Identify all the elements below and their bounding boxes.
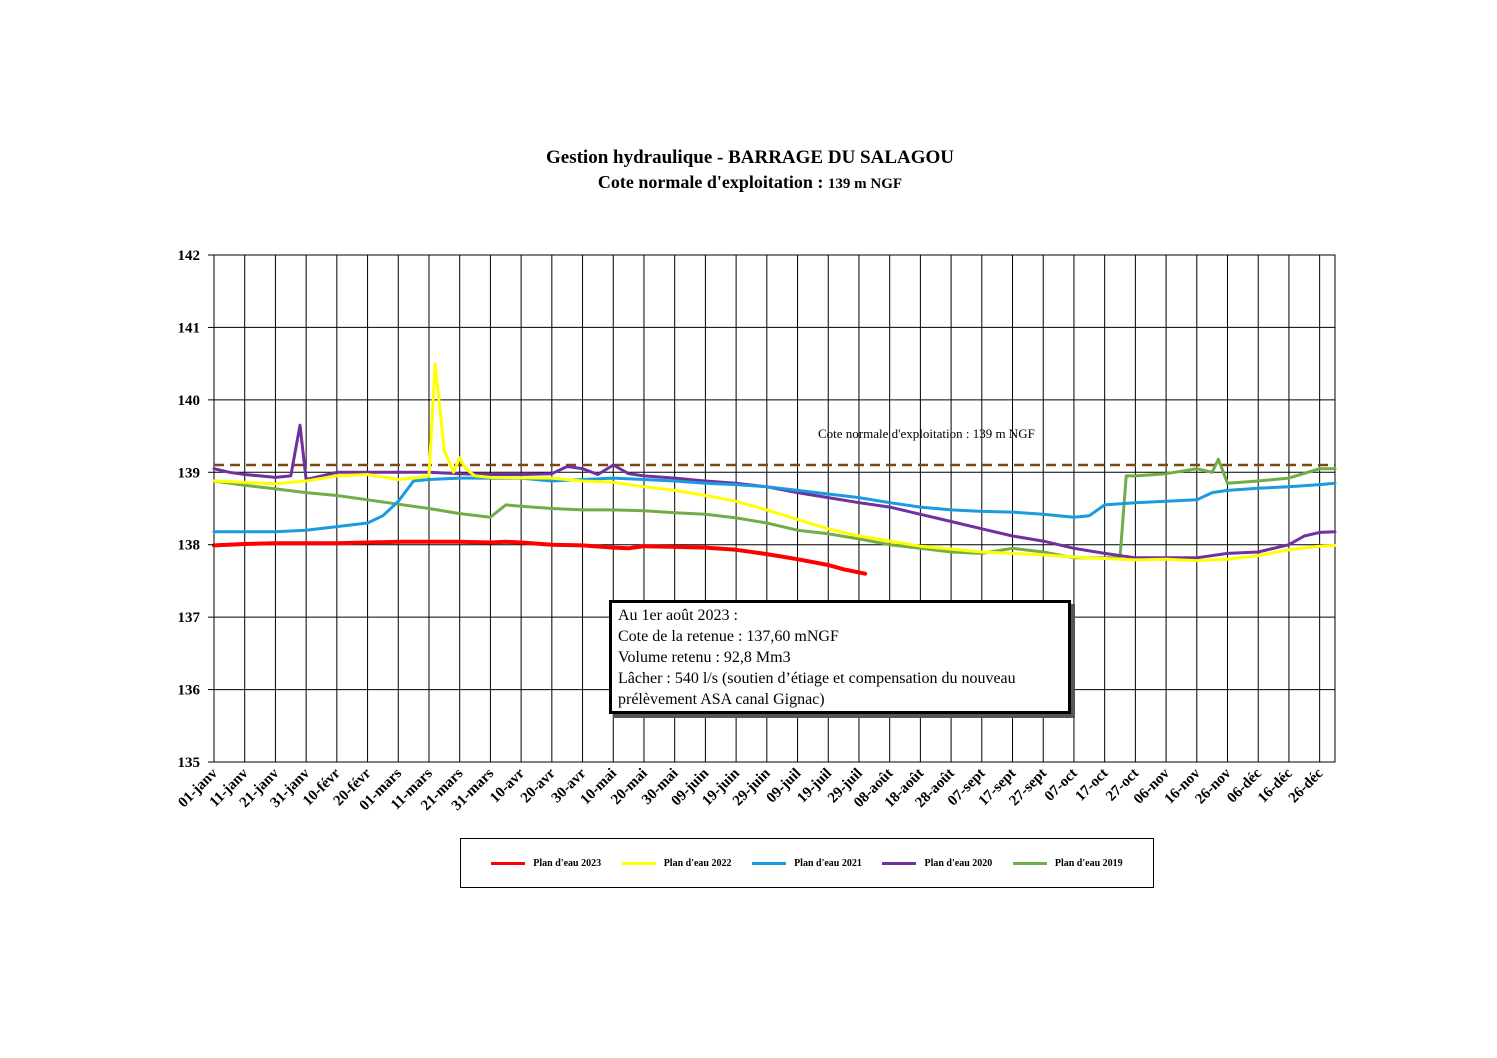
legend-item-2022: Plan d'eau 2022 [621,857,732,869]
x-tick-label: 26-nov [1192,765,1234,807]
chart-title-line2-small: 139 m NGF [827,176,903,192]
y-tick-label: 137 [178,610,201,626]
legend-swatch-2020 [882,861,917,865]
legend-swatch-2022 [621,861,656,865]
x-axis-ticks: 01-janv11-janv21-janv31-janv10-févr20-fé… [175,765,1326,814]
legend-label-2022: Plan d'eau 2022 [663,857,732,869]
y-tick-label: 135 [178,755,201,771]
legend: Plan d'eau 2023 Plan d'eau 2022 Plan d'e… [460,838,1154,888]
info-line-volume: Volume retenu : 92,8 Mm3 [618,649,791,666]
x-tick-label: 17-oct [1072,766,1111,805]
info-box: Au 1er août 2023 : Cote de la retenue : … [609,600,1071,714]
y-tick-label: 138 [178,538,201,554]
y-axis-ticks: 135 136 137 138 139 140 141 142 [178,248,214,771]
info-line-level: Cote de la retenue : 137,60 mNGF [618,628,839,645]
x-tick-label: 07-oct [1042,766,1081,805]
y-tick-label: 141 [178,320,201,336]
series-layer [212,362,1337,576]
legend-label-2023: Plan d'eau 2023 [533,857,602,869]
series-line-2022 [212,362,1337,563]
series-line-2021 [212,476,1337,534]
chart-title-line1: Gestion hydraulique - BARRAGE DU SALAGOU [545,147,955,168]
info-line-release-cont: prélèvement ASA canal Gignac) [618,691,825,708]
reference-line-label: Cote normale d'exploitation : 139 m NGF [818,426,1035,441]
horizontal-gridlines [214,326,1335,691]
plot-frame [213,254,1336,763]
legend-label-2020: Plan d'eau 2020 [924,857,993,869]
info-line-date: Au 1er août 2023 : [618,607,738,624]
y-tick-label: 139 [178,465,201,481]
series-line-2020 [212,423,1337,560]
legend-item-2020: Plan d'eau 2020 [882,858,992,869]
legend-swatch-2023 [491,861,526,865]
chart-title-line2-main: Cote normale d'exploitation : [597,172,824,192]
chart-title: Gestion hydraulique - BARRAGE DU SALAGOU… [300,146,1200,196]
legend-item-2019: Plan d'eau 2019 [1012,857,1123,869]
chart-title-line2: Cote normale d'exploitation : 139 m NGF [300,170,1200,196]
legend-swatch-2021 [752,861,787,865]
y-tick-label: 136 [178,683,201,699]
info-line-release: Lâcher : 540 l/s (soutien d’étiage et co… [618,670,1016,687]
y-tick-label: 142 [178,248,201,264]
x-tick-label: 26-déc [1286,765,1327,806]
legend-item-2021: Plan d'eau 2021 [752,858,862,869]
legend-swatch-2019 [1012,861,1047,865]
legend-label-2019: Plan d'eau 2019 [1054,857,1123,869]
y-tick-label: 140 [178,393,201,409]
legend-item-2023: Plan d'eau 2023 [491,858,601,869]
legend-label-2021: Plan d'eau 2021 [794,857,862,869]
series-line-2019 [212,457,1337,560]
series-line-2023 [212,539,868,576]
